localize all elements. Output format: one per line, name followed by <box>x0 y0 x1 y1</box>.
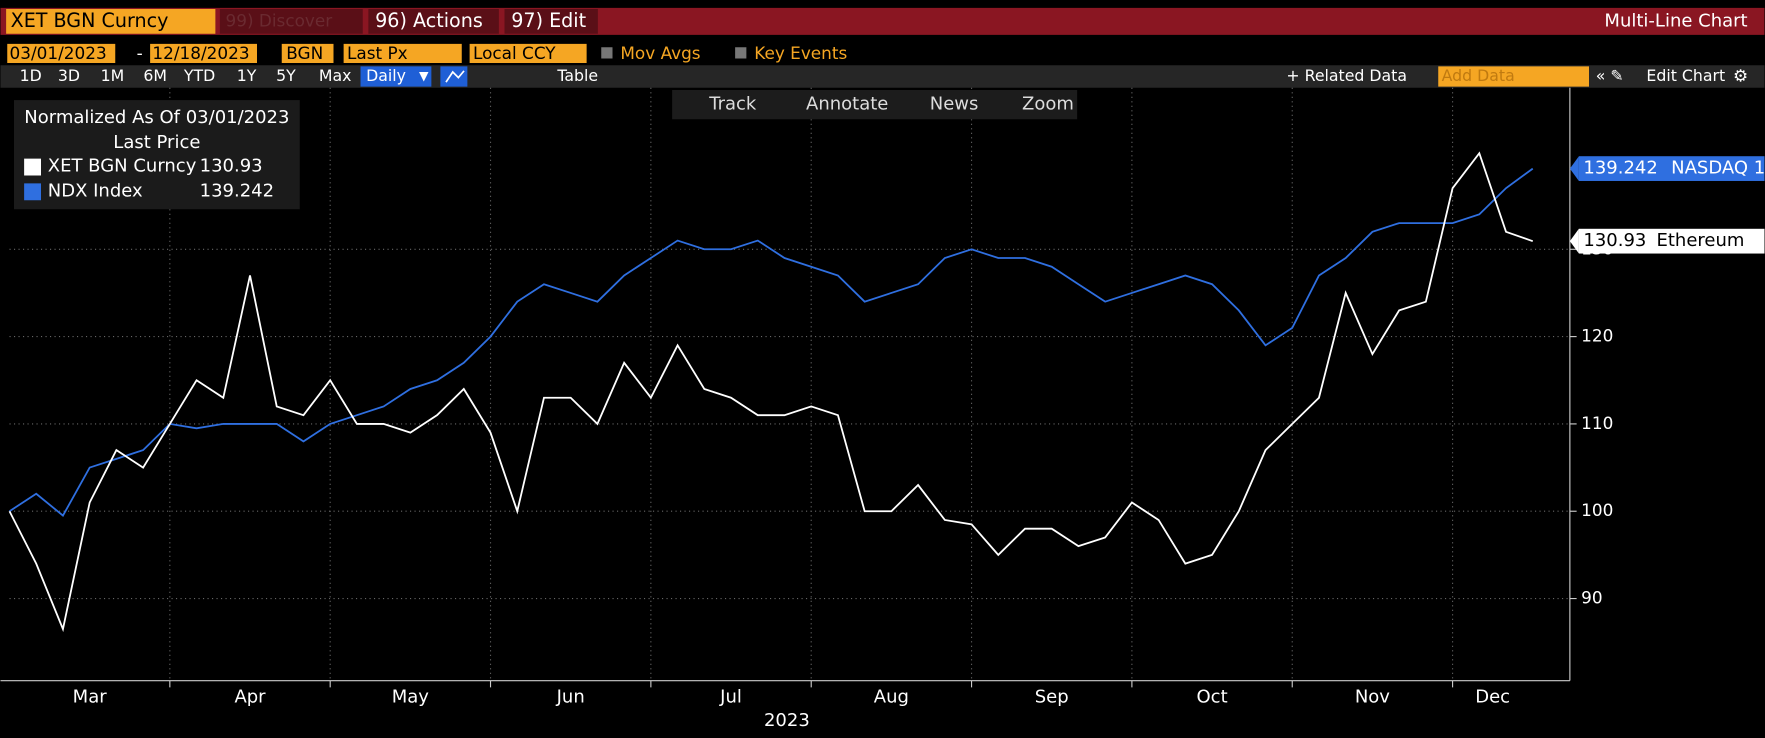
security-box[interactable] <box>6 9 216 34</box>
view-title: Multi-Line Chart <box>1604 10 1747 31</box>
period-btn[interactable]: 6M <box>143 66 167 85</box>
start-box[interactable] <box>7 43 116 63</box>
edit-btn[interactable] <box>504 9 598 34</box>
tag-value: 139.242 <box>1583 158 1657 179</box>
y-tick-label: 110 <box>1581 413 1613 433</box>
tag-box <box>1578 156 1765 181</box>
x-tick-label: Apr <box>234 687 266 708</box>
legend-swatch <box>24 183 41 201</box>
legend-name: NDX Index <box>48 180 143 201</box>
actions[interactable]: 96) Actions <box>375 9 483 32</box>
tag-value: 130.93 <box>1583 230 1646 251</box>
actions-btn[interactable] <box>368 9 499 34</box>
x-tick-label: Jul <box>719 687 742 708</box>
legend <box>14 100 300 210</box>
freq-arrow[interactable]: ▼ <box>419 69 429 83</box>
tool-btn[interactable]: Annotate <box>806 94 888 115</box>
key-events[interactable]: Key Events <box>754 43 847 63</box>
tag-name: NASDAQ 10 <box>1671 158 1765 179</box>
period-btn[interactable]: YTD <box>183 66 215 85</box>
mov-avgs[interactable]: Mov Avgs <box>620 43 700 63</box>
period-btn[interactable]: Max <box>319 66 352 85</box>
end-box[interactable] <box>150 43 257 63</box>
collapse[interactable]: « ✎ <box>1596 66 1624 85</box>
x-tick-label: Oct <box>1197 687 1228 708</box>
add-data[interactable]: Add Data <box>1442 66 1515 85</box>
period-btn[interactable]: 1M <box>101 66 125 85</box>
edit[interactable]: 97) Edit <box>511 9 586 32</box>
x-tick-label: Jun <box>556 687 585 708</box>
field-box[interactable] <box>343 43 462 63</box>
related[interactable]: + Related Data <box>1286 66 1407 85</box>
x-tick-label: Dec <box>1475 687 1510 708</box>
table[interactable]: Table <box>556 66 598 85</box>
x-tick-label: Sep <box>1035 687 1069 708</box>
checkbox[interactable] <box>601 47 613 59</box>
frequency[interactable]: Daily <box>366 66 406 85</box>
tag-pointer <box>1569 228 1579 254</box>
legend-subtitle: Last Price <box>113 132 200 153</box>
field[interactable]: Last Px <box>347 43 408 63</box>
period-btn[interactable]: 3D <box>58 66 80 85</box>
discover-btn[interactable] <box>219 9 363 34</box>
x-tick-label: Nov <box>1355 687 1390 708</box>
x-tick-label: Mar <box>73 687 108 708</box>
y-tick-label: 90 <box>1581 588 1602 608</box>
line-btn[interactable] <box>440 66 468 87</box>
legend-swatch <box>24 158 41 176</box>
tool-btn[interactable]: Track <box>708 94 757 115</box>
tag-pointer <box>1569 156 1579 181</box>
dash: - <box>137 43 143 63</box>
edit-chart[interactable]: Edit Chart <box>1646 66 1725 85</box>
ccy-box[interactable] <box>469 43 587 63</box>
freq-btn[interactable] <box>360 66 432 87</box>
y-tick-label: 100 <box>1581 500 1613 520</box>
source[interactable]: BGN <box>286 43 323 63</box>
legend-value: 139.242 <box>200 180 274 201</box>
period-btn[interactable]: 5Y <box>276 66 296 85</box>
series-line <box>9 167 1534 517</box>
y-tick-label: 120 <box>1581 326 1613 346</box>
tag-name: Ethereum <box>1657 230 1745 251</box>
legend-value: 130.93 <box>200 156 263 177</box>
start-date[interactable]: 03/01/2023 <box>10 43 107 63</box>
discover[interactable]: 99) Discover <box>226 10 333 30</box>
x-tick-label: May <box>392 687 430 708</box>
period-btn[interactable]: 1D <box>20 66 42 85</box>
line-icon <box>445 70 465 83</box>
tools-bar <box>672 90 1078 120</box>
period-btn[interactable]: 1Y <box>237 66 257 85</box>
tool-btn[interactable]: Zoom <box>1022 94 1074 115</box>
security[interactable]: XET BGN Curncy <box>11 9 169 32</box>
x-axis-label: 2023 <box>764 710 810 731</box>
tool-btn[interactable]: News <box>930 94 979 115</box>
currency[interactable]: Local CCY <box>473 43 556 63</box>
x-tick-label: Aug <box>874 687 909 708</box>
source-box[interactable] <box>281 43 334 63</box>
legend-title: Normalized As Of 03/01/2023 <box>24 107 289 128</box>
legend-name: XET BGN Curncy <box>48 156 197 177</box>
tag-box <box>1578 228 1765 254</box>
settings[interactable]: ⚙ <box>1733 66 1748 86</box>
series-line <box>8 151 1534 633</box>
end-date[interactable]: 12/18/2023 <box>152 43 249 63</box>
checkbox[interactable] <box>735 47 747 59</box>
add-box[interactable] <box>1438 66 1589 87</box>
